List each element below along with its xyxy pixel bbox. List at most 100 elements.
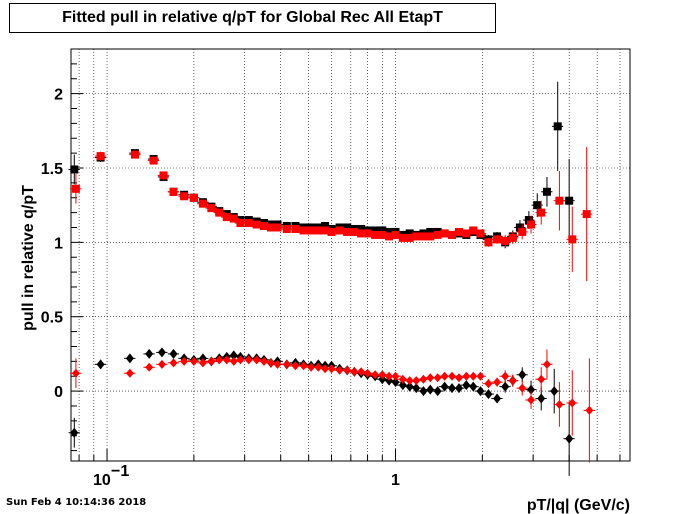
data-point-square: [363, 229, 372, 238]
x-tick-label-exponent: −1: [111, 463, 129, 480]
data-point-diamond: [378, 370, 387, 380]
data-point-diamond: [454, 383, 463, 394]
data-point-square: [518, 227, 527, 236]
data-point-diamond: [527, 395, 536, 405]
data-point-diamond: [291, 361, 300, 371]
data-point-square: [524, 216, 533, 225]
data-point-square: [236, 219, 245, 228]
data-point-diamond: [169, 358, 178, 368]
data-point-diamond: [145, 348, 154, 359]
data-point-square: [343, 223, 352, 232]
data-point-diamond: [321, 364, 330, 374]
data-point-diamond: [327, 364, 336, 374]
plot-frame: [70, 48, 631, 462]
data-point-diamond: [299, 361, 308, 371]
data-point-square: [537, 208, 546, 217]
data-point-diamond: [405, 381, 414, 392]
y-tick-label: 0.5: [41, 310, 63, 327]
data-point-square: [252, 220, 261, 229]
data-point-diamond: [565, 433, 574, 444]
data-point-diamond: [493, 393, 502, 404]
data-point-square: [229, 214, 238, 223]
data-point-square: [484, 238, 493, 247]
data-point-square: [508, 233, 517, 242]
data-point-diamond: [484, 379, 493, 389]
data-point-square: [159, 171, 168, 180]
data-point-diamond: [252, 355, 261, 365]
data-point-square: [343, 227, 352, 236]
data-point-diamond: [527, 384, 536, 395]
data-point-square: [533, 201, 542, 210]
axes: 0 0.5 1 1.5 2 10−1 1: [41, 63, 621, 489]
data-point-diamond: [157, 359, 166, 369]
data-point-square: [542, 187, 551, 196]
data-point-square: [291, 224, 300, 233]
data-point-diamond: [476, 371, 485, 381]
data-point-diamond: [501, 371, 510, 381]
data-point-diamond: [71, 368, 80, 378]
data-point-diamond: [419, 386, 428, 397]
data-point-diamond: [433, 373, 442, 383]
data-point-square: [568, 235, 577, 244]
data-point-diamond: [145, 362, 154, 372]
data-point-diamond: [405, 376, 414, 386]
data-point-diamond: [307, 362, 316, 372]
data-point-diamond: [125, 368, 134, 378]
footer-timestamp: Sun Feb 4 10:14:36 2018: [6, 497, 147, 508]
data-point-diamond: [371, 370, 380, 380]
data-point-diamond: [229, 350, 238, 361]
data-point-square: [371, 230, 380, 239]
y-tick-label: 1: [54, 235, 63, 252]
data-point-diamond: [585, 405, 594, 415]
data-point-square: [198, 199, 207, 208]
data-point-square: [493, 235, 502, 244]
data-point-diamond: [433, 386, 442, 397]
data-point-diamond: [391, 371, 400, 381]
data-point-square: [448, 230, 457, 239]
data-point-diamond: [501, 381, 510, 392]
data-point-diamond: [469, 371, 478, 381]
data-point-diamond: [350, 367, 359, 377]
data-point-diamond: [215, 355, 224, 365]
data-point-diamond: [222, 355, 231, 365]
data-point-square: [469, 226, 478, 235]
data-point-square: [398, 233, 407, 242]
data-point-diamond: [385, 371, 394, 381]
data-point-square: [71, 184, 80, 193]
data-point-square: [426, 227, 435, 236]
data-point-diamond: [335, 365, 344, 375]
data-point-square: [314, 226, 323, 235]
data-point-square: [553, 122, 562, 131]
data-point-square: [565, 196, 574, 205]
data-point-diamond: [180, 356, 189, 366]
data-point-square: [391, 230, 400, 239]
data-point-diamond: [518, 369, 527, 380]
data-point-diamond: [157, 347, 166, 358]
data-point-diamond: [462, 380, 471, 391]
data-point-square: [527, 220, 536, 229]
data-point-diamond: [469, 381, 478, 392]
data-point-square: [180, 192, 189, 201]
data-point-square: [371, 226, 380, 235]
data-point-diamond: [537, 374, 546, 384]
y-axis-title: pull in relative q/pT: [20, 185, 37, 331]
data-point-diamond: [426, 384, 435, 395]
x-tick-label: 1: [391, 472, 400, 489]
data-point-diamond: [343, 365, 352, 375]
data-marks: [68, 81, 595, 476]
data-point-square: [440, 229, 449, 238]
data-point-square: [266, 223, 275, 232]
grid-lines: [71, 49, 630, 461]
data-point-square: [454, 227, 463, 236]
data-point-diamond: [440, 381, 449, 392]
x-tick-label: 10: [93, 472, 111, 489]
data-point-diamond: [426, 373, 435, 383]
data-point-diamond: [244, 355, 253, 365]
data-point-diamond: [314, 362, 323, 372]
data-point-diamond: [493, 377, 502, 387]
data-point-square: [419, 232, 428, 241]
data-point-square: [169, 187, 178, 196]
data-point-square: [96, 152, 105, 161]
data-point-diamond: [542, 359, 551, 369]
